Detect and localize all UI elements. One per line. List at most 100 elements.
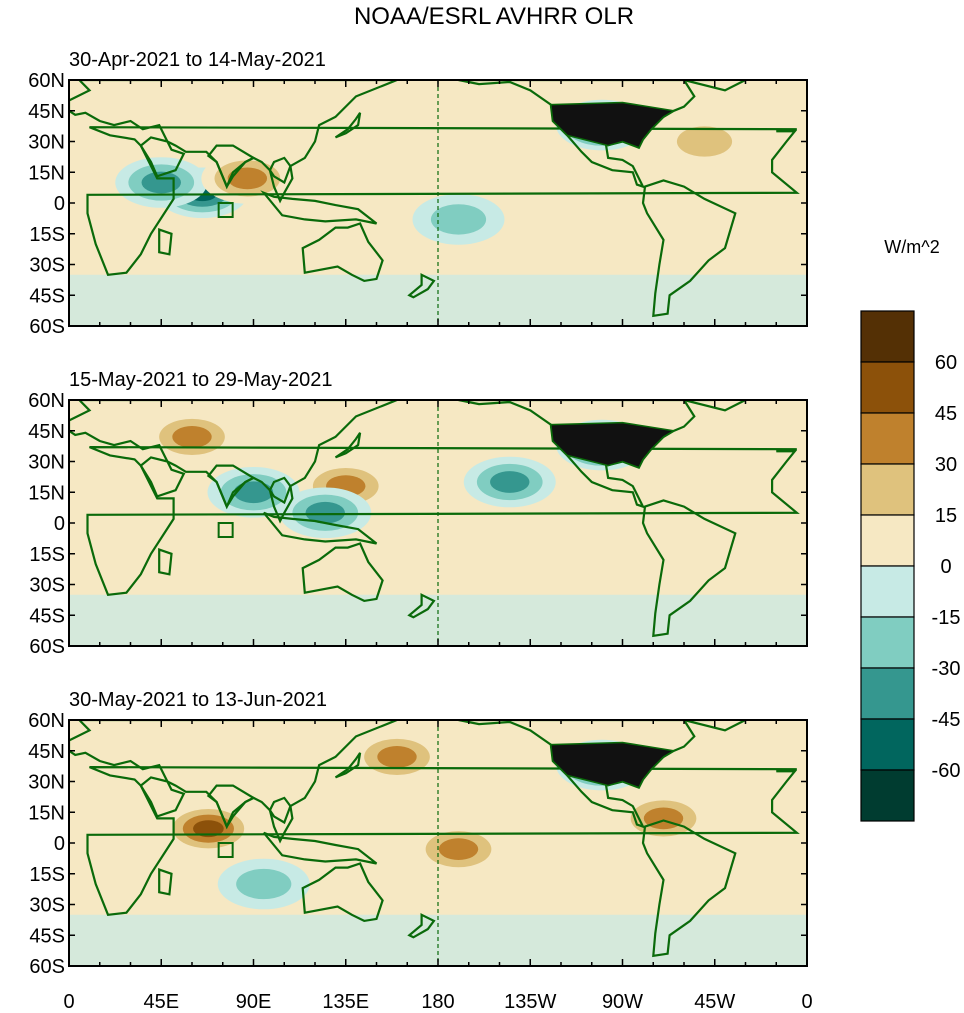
lat-label: 45N — [28, 101, 65, 123]
anomaly-contour — [305, 501, 345, 524]
coastline-arabia — [139, 776, 186, 818]
lon-label: 45W — [694, 991, 735, 1013]
lat-label: 60N — [28, 70, 65, 92]
panel-title: 30-Apr-2021 to 14-May-2021 — [69, 49, 326, 71]
lat-label: 30N — [28, 772, 65, 794]
region-box — [217, 842, 234, 858]
anomaly-contour — [236, 868, 292, 900]
colorbar-swatch — [860, 463, 915, 516]
coastline-africa — [86, 765, 800, 916]
lat-label: 15S — [29, 864, 65, 886]
coastline-eurasia — [69, 720, 398, 830]
coastline-nz — [407, 593, 436, 619]
coastline-australia — [301, 862, 384, 923]
lon-label: 90W — [602, 991, 643, 1013]
lat-label: 45S — [29, 605, 65, 627]
colorbar-unit-label: W/m^2 — [884, 237, 939, 257]
lat-label: 45S — [29, 285, 65, 307]
lat-label: 45N — [28, 421, 65, 443]
coastlines — [69, 720, 800, 958]
lat-label: 0 — [54, 193, 65, 215]
coastline-seasia — [268, 796, 294, 844]
anomaly-contour — [141, 171, 181, 194]
colorbar-swatch — [860, 667, 915, 720]
anomaly-contour — [172, 426, 212, 448]
coastline-australia — [301, 222, 384, 283]
lat-label: 60N — [28, 710, 65, 732]
longitude-axis-labels: 0 45E 90E 135E 180 135W 90W 45W 0 — [63, 991, 812, 1013]
coastline-arabia — [139, 136, 186, 178]
anomaly-contour — [233, 481, 274, 504]
colorbar-swatch — [860, 514, 915, 567]
colorbar-tick-label: -30 — [932, 658, 961, 680]
colorbar-swatch — [860, 565, 915, 618]
panel-title: 15-May-2021 to 29-May-2021 — [69, 369, 332, 391]
colorbar-swatch — [860, 718, 915, 771]
lat-label: 15S — [29, 544, 65, 566]
lat-label: 30S — [29, 575, 65, 597]
coastline-seasia — [268, 156, 294, 204]
lon-label: 0 — [63, 991, 74, 1013]
lat-label: 30N — [28, 452, 65, 474]
colorbar-swatch — [860, 310, 915, 363]
lat-label: 0 — [54, 833, 65, 855]
anomaly-contour — [227, 167, 268, 190]
lon-label: 135W — [504, 991, 556, 1013]
coastline-greenland — [683, 720, 748, 732]
colorbar-swatch — [860, 412, 915, 465]
colorbar-swatch — [860, 616, 915, 669]
anomaly-contour — [430, 204, 487, 235]
colorbar-tick-label: 30 — [935, 454, 957, 476]
panel-title: 30-May-2021 to 13-Jun-2021 — [69, 689, 327, 711]
coastline-nz — [407, 913, 436, 939]
lat-label: 45N — [28, 741, 65, 763]
lat-label: 30S — [29, 255, 65, 277]
lon-label: 90E — [236, 991, 272, 1013]
coastlines — [69, 400, 800, 638]
lat-label: 60S — [29, 316, 65, 338]
coastlines — [69, 80, 800, 318]
colorbar: W/m^2 60 45 30 15 0 -15 -30 -45 -60 — [860, 237, 961, 822]
coastline-indonesia — [262, 831, 378, 865]
anomaly-field — [69, 80, 807, 326]
us-state-borders — [549, 741, 676, 789]
coastline-eurasia — [69, 80, 398, 190]
us-state-borders — [549, 421, 676, 469]
lon-label: 45E — [143, 991, 179, 1013]
colorbar-tick-label: 60 — [935, 352, 957, 374]
figure-title: NOAA/ESRL AVHRR OLR — [354, 3, 634, 30]
coastline-madagascar — [158, 868, 173, 896]
lat-label: 30N — [28, 132, 65, 154]
lat-label: 60S — [29, 956, 65, 978]
coastline-japan — [334, 432, 362, 459]
anomaly-contour — [490, 471, 530, 493]
lat-label: 15S — [29, 224, 65, 246]
us-state-borders — [549, 101, 676, 149]
colorbar-swatch — [860, 769, 915, 822]
region-box — [217, 522, 234, 538]
coastline-japan — [334, 112, 362, 139]
coastline-samerica — [641, 499, 737, 638]
coastline-nz — [407, 273, 436, 299]
coastline-africa — [86, 446, 800, 596]
coastline-australia — [301, 542, 384, 603]
lat-label: 15N — [28, 802, 65, 824]
colorbar-tick-label: 0 — [940, 556, 951, 578]
coastline-india — [206, 464, 256, 510]
colorbar-tick-label: 45 — [935, 403, 957, 425]
lat-label: 15N — [28, 482, 65, 504]
coastline-samerica — [641, 179, 737, 318]
colorbar-swatch — [860, 361, 915, 414]
lon-label: 180 — [421, 991, 454, 1013]
lat-label: 60N — [28, 390, 65, 412]
coastline-madagascar — [158, 228, 173, 256]
coastline-indonesia — [260, 190, 378, 225]
lat-label: 60S — [29, 636, 65, 658]
coastline-indonesia — [262, 511, 378, 545]
coastline-india — [206, 784, 256, 830]
colorbar-tick-label: -60 — [932, 760, 961, 782]
